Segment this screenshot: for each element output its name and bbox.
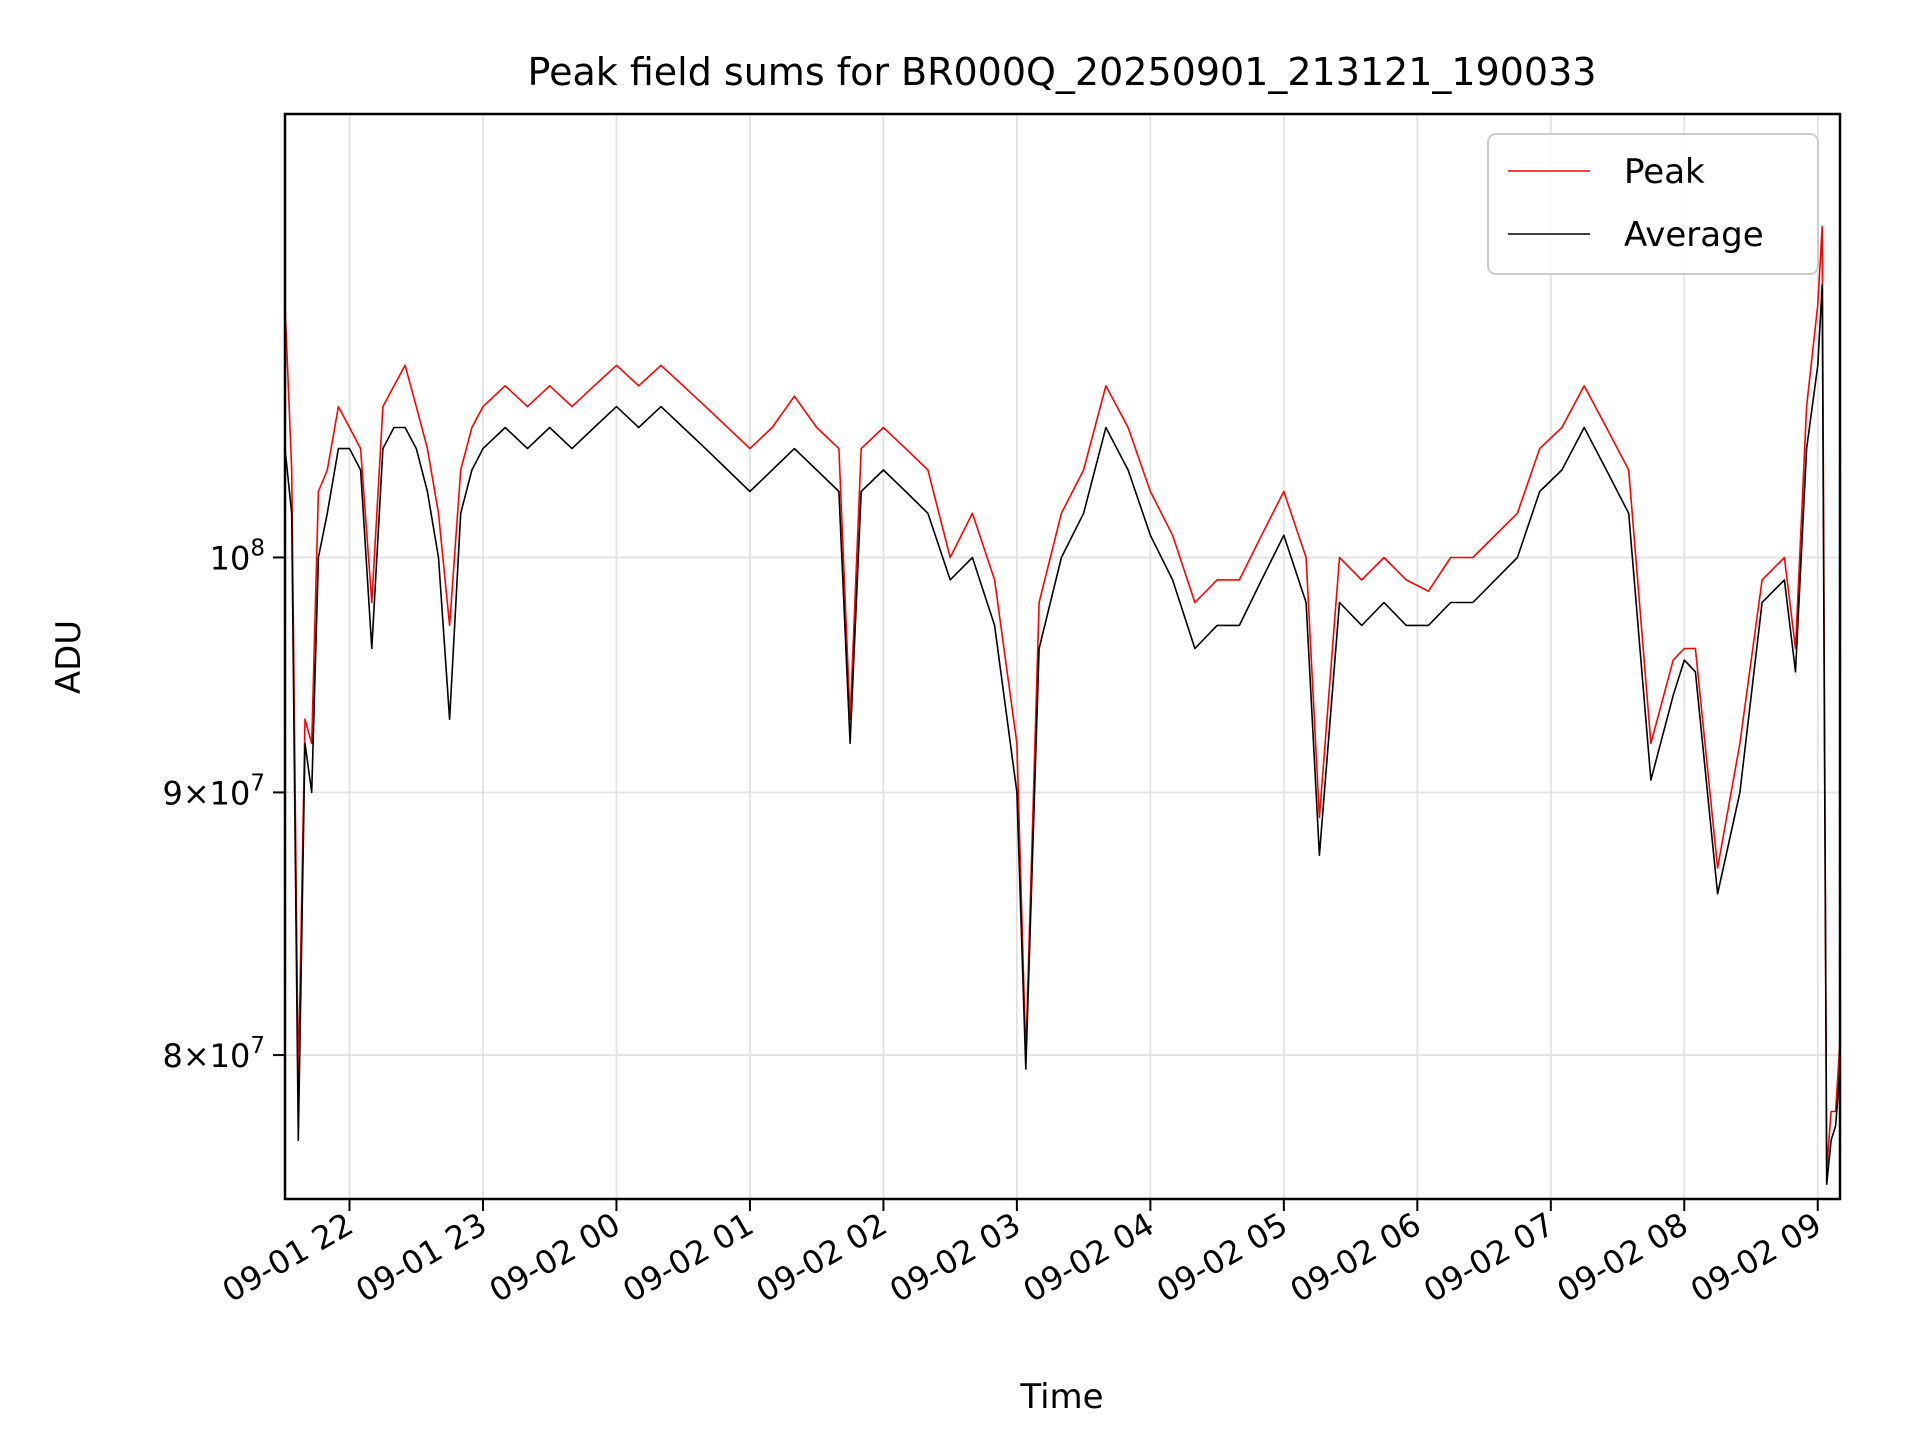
axes-frame xyxy=(283,112,1842,1201)
x-tick-label: 09-02 05 xyxy=(1150,1205,1294,1310)
y-tick-label: 8×107 xyxy=(162,1033,265,1075)
x-tick-label: 09-02 03 xyxy=(883,1205,1027,1310)
x-tick-label: 09-02 01 xyxy=(616,1205,760,1310)
series-peak xyxy=(284,225,1841,1171)
y-axis-label: ADU xyxy=(49,620,89,694)
legend-peak-label: Peak xyxy=(1624,152,1705,192)
x-axis-label: Time xyxy=(1019,1377,1103,1417)
y-axis: 8×107 9×107 108 xyxy=(162,535,285,1075)
x-tick-label: 09-02 06 xyxy=(1284,1205,1428,1310)
series-line-peak xyxy=(284,225,1841,1171)
legend-box xyxy=(1487,133,1819,275)
chart-title: Peak field sums for BR000Q_20250901_2131… xyxy=(528,50,1597,94)
x-tick-label: 09-01 22 xyxy=(216,1205,360,1310)
x-tick-label: 09-01 23 xyxy=(349,1205,493,1310)
series-average xyxy=(284,284,1841,1185)
x-tick-label: 09-02 09 xyxy=(1684,1205,1828,1310)
x-tick-label: 09-02 07 xyxy=(1417,1205,1561,1310)
plot-area xyxy=(284,225,1841,1185)
x-tick-label: 09-02 00 xyxy=(483,1205,627,1310)
x-tick-label: 09-02 02 xyxy=(750,1205,894,1310)
x-tick-label: 09-02 04 xyxy=(1017,1205,1161,1310)
x-tick-label: 09-02 08 xyxy=(1551,1205,1695,1310)
y-tick-label: 108 xyxy=(210,535,265,577)
legend: Peak Average xyxy=(1487,133,1819,275)
grid xyxy=(285,114,1840,1199)
series-line-average xyxy=(284,284,1841,1185)
y-tick-label: 9×107 xyxy=(162,770,265,812)
legend-average-label: Average xyxy=(1624,215,1764,255)
